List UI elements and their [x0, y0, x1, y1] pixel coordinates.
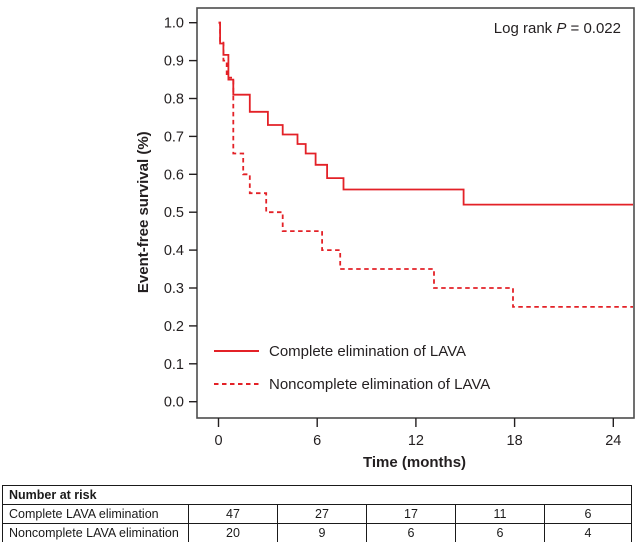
- y-tick-label: 0.7: [164, 129, 184, 145]
- y-tick-label: 0.2: [164, 319, 184, 335]
- y-tick-label: 0.6: [164, 167, 184, 183]
- y-tick-label: 0.1: [164, 357, 184, 373]
- survival-curve-solid: [218, 21, 633, 206]
- y-tick-label: 0.5: [164, 205, 184, 221]
- x-tick-label: 12: [408, 433, 424, 449]
- logrank-annotation: Log rank P = 0.022: [494, 20, 621, 37]
- p-symbol: P: [556, 20, 566, 37]
- legend-label: Complete elimination of LAVA: [269, 343, 466, 360]
- x-tick-label: 6: [313, 433, 321, 449]
- x-tick-label: 24: [605, 433, 621, 449]
- legend-label: Noncomplete elimination of LAVA: [269, 376, 490, 393]
- risk-count-cell: 27: [277, 504, 367, 524]
- risk-count-cell: 6: [455, 523, 545, 542]
- risk-count-cell: 17: [366, 504, 456, 524]
- y-tick-label: 0.8: [164, 92, 184, 108]
- number-at-risk-table: Number at risk Complete LAVA elimination…: [1, 485, 633, 542]
- risk-row-label: Complete LAVA elimination: [2, 504, 189, 524]
- risk-count-cell: 47: [188, 504, 278, 524]
- risk-count-cell: 20: [188, 523, 278, 542]
- risk-count-cell: 9: [277, 523, 367, 542]
- risk-table-row: Noncomplete LAVA elimination 20 9 6 6 4: [2, 523, 633, 542]
- risk-table-header: Number at risk: [1, 485, 633, 505]
- annotation-text: = 0.022: [566, 20, 621, 37]
- y-tick-label: 0.9: [164, 54, 184, 70]
- risk-table-row: Complete LAVA elimination 47 27 17 11 6: [2, 504, 633, 524]
- risk-count-cell: 6: [366, 523, 456, 542]
- x-tick-label: 18: [507, 433, 523, 449]
- risk-count-cell: 11: [455, 504, 545, 524]
- y-tick-label: 0.4: [164, 243, 184, 259]
- y-tick-label: 0.3: [164, 281, 184, 297]
- risk-row-label: Noncomplete LAVA elimination: [2, 523, 189, 542]
- risk-table-header-row: Number at risk: [1, 485, 633, 505]
- risk-count-cell: 4: [543, 523, 633, 542]
- risk-count-cell: 6: [543, 504, 633, 524]
- y-axis-title: Event-free survival (%): [135, 131, 152, 293]
- y-tick-label: 1.0: [164, 16, 184, 32]
- y-tick-label: 0.0: [164, 395, 184, 411]
- survival-curve-dashed: [218, 21, 633, 308]
- survival-chart: 0.0 0.1 0.2 0.3 0.4 0.5 0.6 0.7 0.8 0.9 1.0 0 6 12 18 2…: [135, 7, 635, 471]
- annotation-text: Log rank: [494, 20, 557, 37]
- x-tick-label: 0: [214, 433, 222, 449]
- x-axis-title: Time (months): [363, 454, 466, 471]
